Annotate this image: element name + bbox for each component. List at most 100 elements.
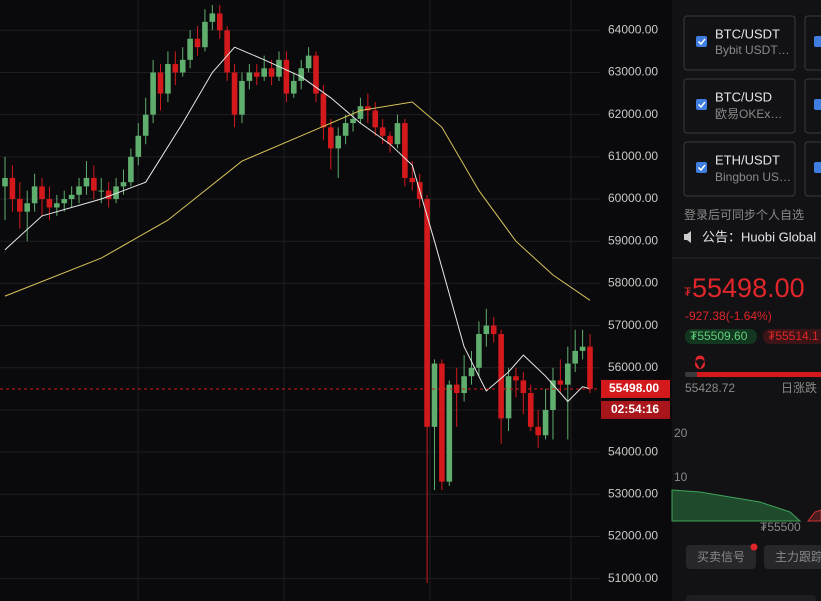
candle-body xyxy=(483,325,490,335)
candle-body xyxy=(290,80,297,94)
y-tick-label: 51000.00 xyxy=(608,571,658,585)
candle-body xyxy=(372,110,379,128)
candle-body xyxy=(550,380,556,410)
card[interactable]: ETH/USDT Bingbon US… xyxy=(683,141,796,197)
slider-pin xyxy=(694,355,705,369)
candle-body xyxy=(105,190,112,200)
candle-body xyxy=(187,38,193,60)
candle-body xyxy=(350,118,356,124)
candle-body xyxy=(246,72,253,81)
range-label: 日涨跌 xyxy=(781,380,817,395)
y-tick-label: 63000.00 xyxy=(608,65,658,79)
candle-body xyxy=(305,55,312,69)
candle-body xyxy=(490,325,497,335)
tab[interactable] xyxy=(686,545,756,569)
y-tick-label: 58000.00 xyxy=(608,276,658,290)
candle-body xyxy=(172,64,179,73)
candle-body xyxy=(498,334,504,419)
panel-edge xyxy=(686,595,816,601)
candle-body xyxy=(409,177,416,183)
pair: ETH/USDT xyxy=(715,152,780,167)
candle-body xyxy=(446,384,453,482)
candle-body xyxy=(365,106,371,111)
depth-tick: 20 xyxy=(674,426,688,440)
candle-body xyxy=(17,199,23,212)
card[interactable]: BTC/USDT Bybit USDT… xyxy=(683,15,796,71)
candle-body xyxy=(39,186,45,200)
countdown-tag xyxy=(601,400,670,419)
candle-body xyxy=(2,177,8,187)
candle-body xyxy=(342,123,349,136)
candle-body xyxy=(31,186,38,204)
chart-bg xyxy=(0,0,672,601)
bid: ₮55509.60 xyxy=(690,329,748,343)
bid-pill xyxy=(685,329,757,344)
candle-body xyxy=(202,21,208,48)
candle-body xyxy=(387,135,393,145)
slider-fill xyxy=(697,372,821,377)
candle-body xyxy=(535,426,541,436)
candle-body xyxy=(579,346,586,351)
price: 55498.00 xyxy=(692,273,805,303)
candle-body xyxy=(120,182,127,187)
candle-body xyxy=(128,156,134,183)
candle-body xyxy=(431,363,438,427)
candle-body xyxy=(513,376,519,381)
y-tick-label: 52000.00 xyxy=(608,529,658,543)
candle-body xyxy=(328,127,334,149)
candle-body xyxy=(194,38,201,48)
y-tick-label: 56000.00 xyxy=(608,360,658,374)
y-tick-label: 64000.00 xyxy=(608,22,658,36)
countdown: 02:54:16 xyxy=(611,402,659,416)
candle-body xyxy=(61,199,68,204)
vertical-grid xyxy=(137,0,572,601)
candle-body xyxy=(357,106,364,119)
candle-body xyxy=(83,177,90,187)
exchange: Bingbon US… xyxy=(715,170,791,184)
candle-body xyxy=(461,376,467,394)
candle-body xyxy=(298,68,305,81)
candle-body xyxy=(261,68,267,77)
ask: ₮55514.1 xyxy=(768,329,819,343)
candle-body xyxy=(439,363,445,482)
pair: BTC/USD xyxy=(715,89,772,104)
candle-body xyxy=(335,135,342,149)
y-tick-label: 61000.00 xyxy=(608,149,658,163)
low-value: 55428.72 xyxy=(685,381,735,395)
y-tick-label: 62000.00 xyxy=(608,107,658,121)
candle-body xyxy=(209,13,216,22)
candle-body xyxy=(76,186,82,195)
candle-body xyxy=(98,190,105,192)
candle-body xyxy=(113,186,119,200)
y-tick-label: 53000.00 xyxy=(608,486,658,500)
candle-body xyxy=(379,127,386,136)
notice[interactable]: 公告：Huobi Global xyxy=(702,229,816,244)
candle-body xyxy=(313,55,319,94)
candle-body xyxy=(394,123,401,145)
card[interactable]: BTC/USD 欧易OKEx… xyxy=(683,78,796,134)
candle-body xyxy=(9,177,16,200)
candle-body xyxy=(505,376,512,419)
moving-average xyxy=(4,101,591,301)
tab-label: 买卖信号 xyxy=(697,550,745,564)
tab[interactable] xyxy=(764,545,821,569)
notice-bg xyxy=(672,220,821,256)
candle-body xyxy=(68,194,75,200)
candle-body xyxy=(276,59,282,77)
candle-body xyxy=(402,123,408,178)
candle-body xyxy=(165,64,171,94)
card-partial[interactable] xyxy=(804,15,821,197)
candle-body xyxy=(268,68,275,77)
depth-price: ₮55500 xyxy=(760,520,801,534)
candle-body xyxy=(542,409,549,436)
pair: BTC/USDT xyxy=(715,26,780,41)
ask-pill xyxy=(763,329,821,344)
candle-body xyxy=(424,199,430,427)
tab-label: 主力跟踪 xyxy=(775,550,821,564)
last-price-tag xyxy=(601,379,670,398)
candle-body xyxy=(179,59,186,73)
candle-body xyxy=(142,114,149,136)
candle-body xyxy=(320,93,327,128)
candle-body xyxy=(253,72,260,77)
